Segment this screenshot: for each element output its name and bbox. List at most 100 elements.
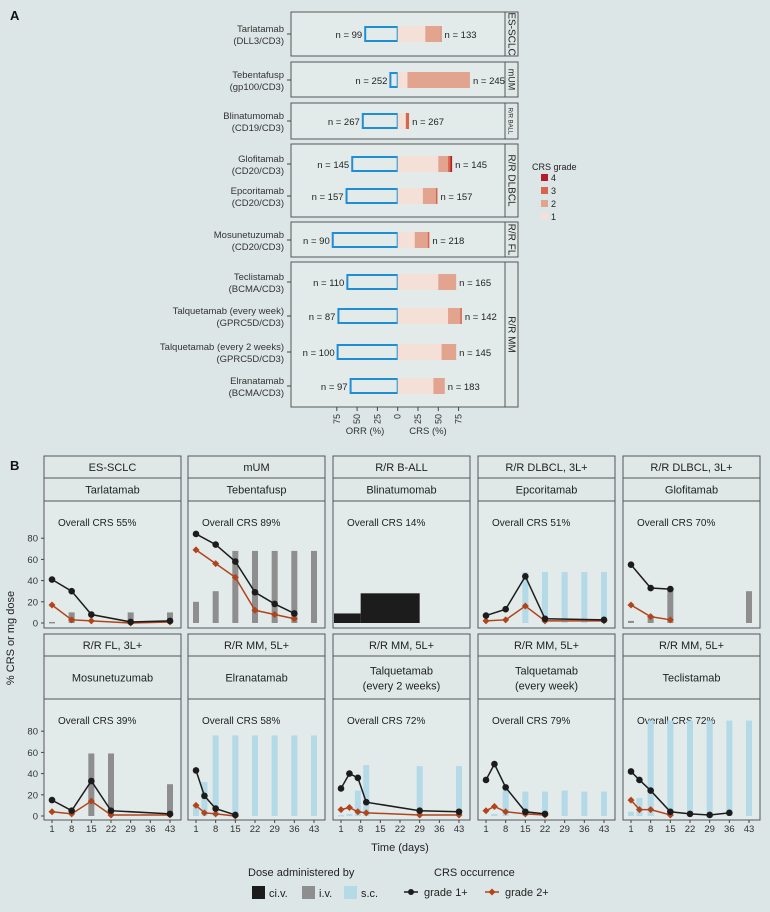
grade2-point — [345, 804, 353, 812]
grade1-line — [195, 770, 236, 816]
crs-grade-2-bar — [433, 378, 445, 394]
orr-n-label: n = 267 — [328, 117, 360, 128]
x-tick-label: 43 — [744, 824, 755, 835]
x-axis-label-crs: CRS (%) — [409, 426, 446, 437]
x-tick-label: 15 — [665, 824, 676, 835]
iv-dose-bar — [311, 550, 317, 623]
x-tick-label: 43 — [599, 824, 610, 835]
crs-n-label: n = 145 — [459, 348, 491, 359]
sc-legend-swatch — [344, 886, 357, 899]
overall-crs-label: Overall CRS 55% — [58, 518, 136, 529]
x-tick-label: 22 — [106, 824, 117, 835]
indication-label: mUM — [243, 462, 269, 474]
civ-legend-swatch — [252, 886, 265, 899]
x-tick-label: 25 — [413, 414, 423, 424]
indication-label: R/R MM, 5L+ — [659, 640, 724, 652]
drug-label: Talquetamab — [515, 666, 578, 678]
crs-grade-3-bar — [435, 188, 438, 204]
sc-dose-bar — [232, 735, 239, 816]
drug-label: Tarlatamab — [85, 485, 139, 497]
grade1-point — [68, 587, 75, 595]
grade1-point — [88, 611, 95, 618]
indication-label: R/R MM, 5L+ — [514, 640, 579, 652]
orr-n-label: n = 252 — [355, 76, 387, 87]
x-tick-label: 8 — [69, 824, 74, 835]
indication-label: R/R FL, 3L+ — [83, 640, 143, 652]
sc-dose-bar — [456, 766, 462, 816]
plot-panel — [332, 500, 471, 629]
row-target-label: (CD20/CD3) — [232, 198, 284, 209]
grade2-legend-marker — [488, 888, 496, 896]
grade2-point — [192, 546, 200, 554]
drug-label: Tebentafusp — [227, 485, 287, 497]
grade1-point — [212, 805, 219, 812]
orr-bar — [346, 274, 399, 290]
grade1-point — [232, 558, 239, 565]
iv-legend-swatch — [302, 886, 315, 899]
group-strip — [504, 11, 519, 57]
x-axis-label-orr: ORR (%) — [346, 426, 385, 437]
row-target-label: (CD20/CD3) — [232, 166, 284, 177]
iv-dose-bar — [49, 621, 55, 624]
overall-crs-label: Overall CRS 58% — [202, 716, 280, 727]
indication-label: R/R B-ALL — [375, 462, 428, 474]
sc-dose-bar — [416, 766, 423, 816]
overall-crs-label: Overall CRS 72% — [637, 716, 715, 727]
x-axis-label: Time (days) — [371, 842, 429, 854]
dose-legend-title: Dose administered by — [248, 867, 355, 879]
drug-label: Mosunetuzumab — [72, 673, 153, 685]
drug-schedule-label: (every 2 weeks) — [363, 681, 441, 693]
indication-label: ES-SCLC — [89, 462, 137, 474]
x-tick-label: 15 — [520, 824, 531, 835]
y-tick-label: 60 — [27, 555, 38, 566]
row-drug-label: Blinatumomab — [223, 111, 284, 122]
grade2-point — [627, 796, 635, 804]
legend-title: CRS grade — [532, 162, 577, 172]
crs-grade-1-bar — [397, 113, 406, 129]
grade2-point — [490, 802, 498, 810]
overall-crs-label: Overall CRS 70% — [637, 518, 715, 529]
grade1-point — [502, 784, 509, 791]
y-tick-label: 0 — [33, 812, 38, 823]
legend-label: 1 — [551, 212, 556, 222]
x-tick-label: 1 — [338, 824, 343, 835]
iv-dose-bar — [291, 550, 298, 623]
x-tick-label: 22 — [685, 824, 696, 835]
crs-n-label: n = 267 — [412, 117, 444, 128]
legend-label: 2 — [551, 199, 556, 209]
crs-grade-1-bar — [397, 274, 439, 290]
grade2-point — [666, 616, 674, 624]
group-panel — [290, 143, 506, 218]
crs-grade-2-bar — [438, 156, 449, 172]
grade2-point — [647, 806, 655, 814]
iv-dose-bar — [628, 620, 634, 623]
dose-legend-label: s.c. — [361, 888, 378, 900]
dose-legend-label: i.v. — [319, 888, 332, 900]
drug-label: Talquetamab — [370, 666, 433, 678]
x-tick-label: 15 — [375, 824, 386, 835]
x-tick-label: 22 — [540, 824, 551, 835]
y-tick-label: 20 — [27, 790, 38, 801]
sc-dose-bar — [601, 791, 607, 816]
grade1-point — [291, 610, 298, 617]
civ-dose-bar — [334, 613, 361, 623]
orr-n-label: n = 99 — [336, 30, 363, 41]
drug-label: Epcoritamab — [516, 485, 578, 497]
y-tick-label: 60 — [27, 748, 38, 759]
grade1-point — [647, 787, 654, 794]
grade2-point — [192, 801, 200, 809]
sc-dose-bar — [561, 572, 568, 623]
sc-dose-bar — [726, 720, 733, 816]
indication-label: R/R MM, 5L+ — [369, 640, 434, 652]
sc-dose-bar — [561, 790, 568, 816]
x-tick-label: 1 — [193, 824, 198, 835]
indication-label: R/R MM, 5L+ — [224, 640, 289, 652]
crs-grade-3-bar — [440, 26, 442, 42]
x-tick-label: 8 — [213, 824, 218, 835]
crs-legend-title: CRS occurrence — [434, 867, 515, 879]
plot-panel — [622, 500, 761, 629]
row-target-label: (gp100/CD3) — [230, 82, 284, 93]
group-label: R/R MM — [506, 316, 517, 353]
crs-grade-2-bar — [414, 232, 428, 248]
drug-strip — [187, 655, 326, 700]
